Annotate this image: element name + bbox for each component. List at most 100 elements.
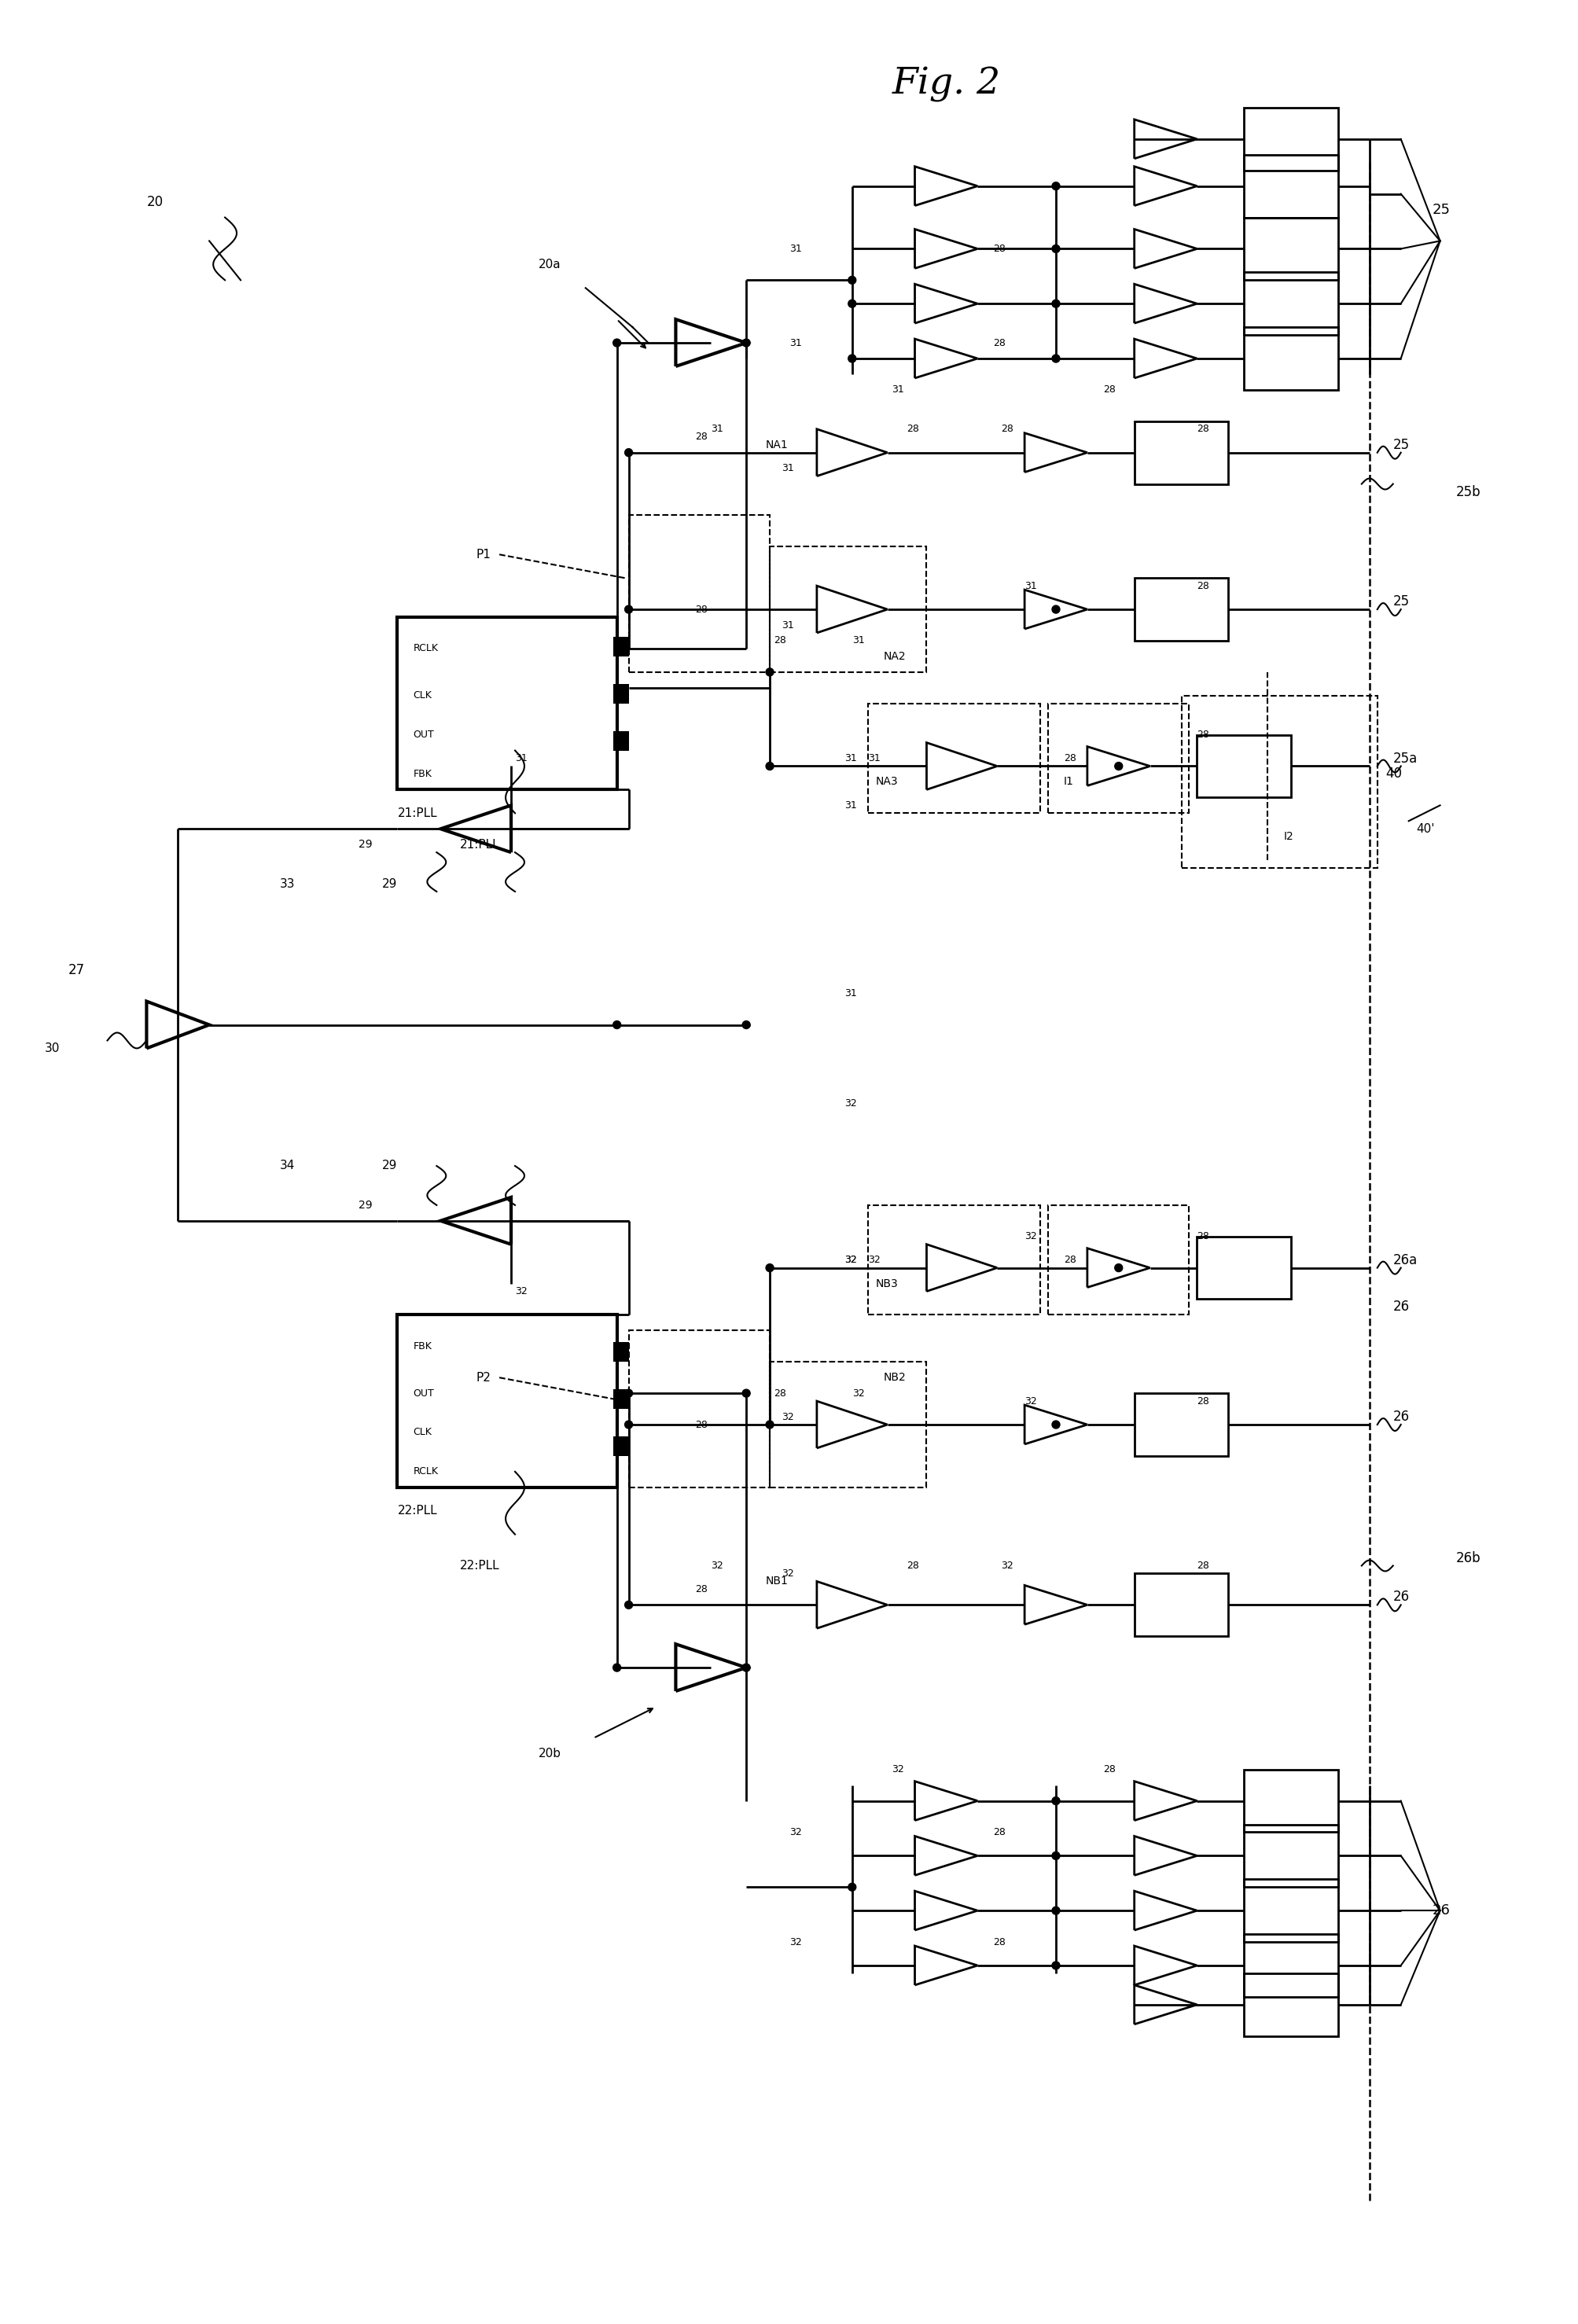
- Text: 28: 28: [993, 1936, 1005, 1948]
- Circle shape: [847, 277, 855, 284]
- Text: 28: 28: [1064, 753, 1076, 762]
- Text: 26a: 26a: [1392, 1253, 1417, 1267]
- Circle shape: [765, 669, 773, 676]
- Text: 27: 27: [68, 962, 85, 976]
- Text: 28: 28: [1103, 1764, 1116, 1776]
- Text: 28: 28: [906, 1562, 918, 1571]
- Text: 30: 30: [44, 1043, 60, 1055]
- Text: 32: 32: [789, 1936, 802, 1948]
- Text: 25: 25: [1392, 437, 1409, 451]
- Text: 28: 28: [1196, 1562, 1209, 1571]
- Text: P1: P1: [475, 548, 491, 560]
- Text: 25b: 25b: [1455, 486, 1480, 500]
- Bar: [612, 1390, 628, 1408]
- Circle shape: [742, 1664, 750, 1671]
- Circle shape: [1051, 1796, 1059, 1806]
- Circle shape: [765, 1264, 773, 1271]
- Circle shape: [1051, 244, 1059, 253]
- Text: 31: 31: [789, 244, 802, 253]
- Circle shape: [742, 1020, 750, 1030]
- Text: P2: P2: [475, 1371, 491, 1383]
- Text: 31: 31: [781, 462, 794, 474]
- Circle shape: [1051, 1852, 1059, 1859]
- Bar: [612, 637, 628, 655]
- Bar: [1243, 1824, 1338, 1887]
- Bar: [1243, 107, 1338, 170]
- Bar: [1243, 1934, 1338, 1996]
- Bar: [612, 1343, 628, 1362]
- Circle shape: [742, 339, 750, 346]
- Circle shape: [1051, 300, 1059, 307]
- Circle shape: [1114, 1264, 1122, 1271]
- Circle shape: [612, 1020, 620, 1030]
- Text: OUT: OUT: [413, 730, 434, 739]
- Text: 32: 32: [789, 1827, 802, 1838]
- Text: 28: 28: [993, 244, 1005, 253]
- Text: OUT: OUT: [413, 1387, 434, 1399]
- Text: 28: 28: [773, 1387, 786, 1399]
- Bar: [628, 516, 770, 672]
- Bar: [1243, 328, 1338, 390]
- Text: 32: 32: [844, 1255, 857, 1264]
- Circle shape: [1051, 1961, 1059, 1968]
- Circle shape: [625, 1390, 633, 1397]
- Text: NB3: NB3: [876, 1278, 898, 1290]
- Text: 32: 32: [868, 1255, 879, 1264]
- Text: 32: 32: [1024, 1397, 1037, 1406]
- Circle shape: [765, 762, 773, 769]
- Circle shape: [847, 300, 855, 307]
- Text: NA2: NA2: [884, 651, 906, 662]
- Text: NA1: NA1: [765, 439, 787, 451]
- Text: 28: 28: [1196, 730, 1209, 739]
- Text: I2: I2: [1283, 832, 1292, 841]
- Text: 28: 28: [1000, 423, 1013, 435]
- Text: 31: 31: [868, 753, 879, 762]
- Bar: [1048, 1206, 1188, 1315]
- Text: 33: 33: [279, 878, 295, 890]
- Text: 32: 32: [844, 1255, 857, 1264]
- Circle shape: [742, 1390, 750, 1397]
- Text: 20b: 20b: [538, 1748, 562, 1759]
- Text: I1: I1: [1064, 776, 1073, 788]
- Text: 31: 31: [781, 621, 794, 630]
- Text: 20a: 20a: [538, 258, 560, 270]
- Text: NA3: NA3: [876, 776, 898, 788]
- Bar: [770, 546, 926, 672]
- Text: 29: 29: [382, 878, 396, 890]
- Text: 25: 25: [1392, 595, 1409, 609]
- Text: 26: 26: [1431, 1903, 1450, 1917]
- Bar: [1243, 1973, 1338, 2036]
- Bar: [1180, 695, 1376, 869]
- Circle shape: [1051, 1906, 1059, 1915]
- Bar: [868, 1206, 1040, 1315]
- Text: 28: 28: [1196, 581, 1209, 590]
- Text: 25a: 25a: [1392, 751, 1417, 765]
- Text: 28: 28: [694, 1420, 707, 1429]
- Bar: [1133, 579, 1228, 641]
- Text: 32: 32: [1024, 1232, 1037, 1241]
- Text: CLK: CLK: [413, 1427, 432, 1439]
- Bar: [612, 1436, 628, 1455]
- Text: 29: 29: [382, 1160, 396, 1171]
- Text: 32: 32: [1000, 1562, 1013, 1571]
- Text: 28: 28: [1196, 1232, 1209, 1241]
- Text: 28: 28: [1064, 1255, 1076, 1264]
- Bar: [1243, 272, 1338, 335]
- Circle shape: [765, 1420, 773, 1429]
- Text: 28: 28: [773, 634, 786, 646]
- Circle shape: [612, 1664, 620, 1671]
- Text: 28: 28: [993, 1827, 1005, 1838]
- Text: 28: 28: [1196, 1397, 1209, 1406]
- Bar: [1048, 704, 1188, 813]
- Circle shape: [1051, 607, 1059, 614]
- Text: 40': 40': [1415, 823, 1434, 834]
- Text: 32: 32: [781, 1569, 794, 1578]
- Circle shape: [612, 339, 620, 346]
- Text: FBK: FBK: [413, 769, 432, 779]
- Text: 22:PLL: 22:PLL: [398, 1506, 437, 1518]
- Text: 28: 28: [906, 423, 918, 435]
- Bar: [1243, 1880, 1338, 1943]
- Circle shape: [847, 1882, 855, 1892]
- Bar: [612, 730, 628, 751]
- Text: 28: 28: [993, 337, 1005, 349]
